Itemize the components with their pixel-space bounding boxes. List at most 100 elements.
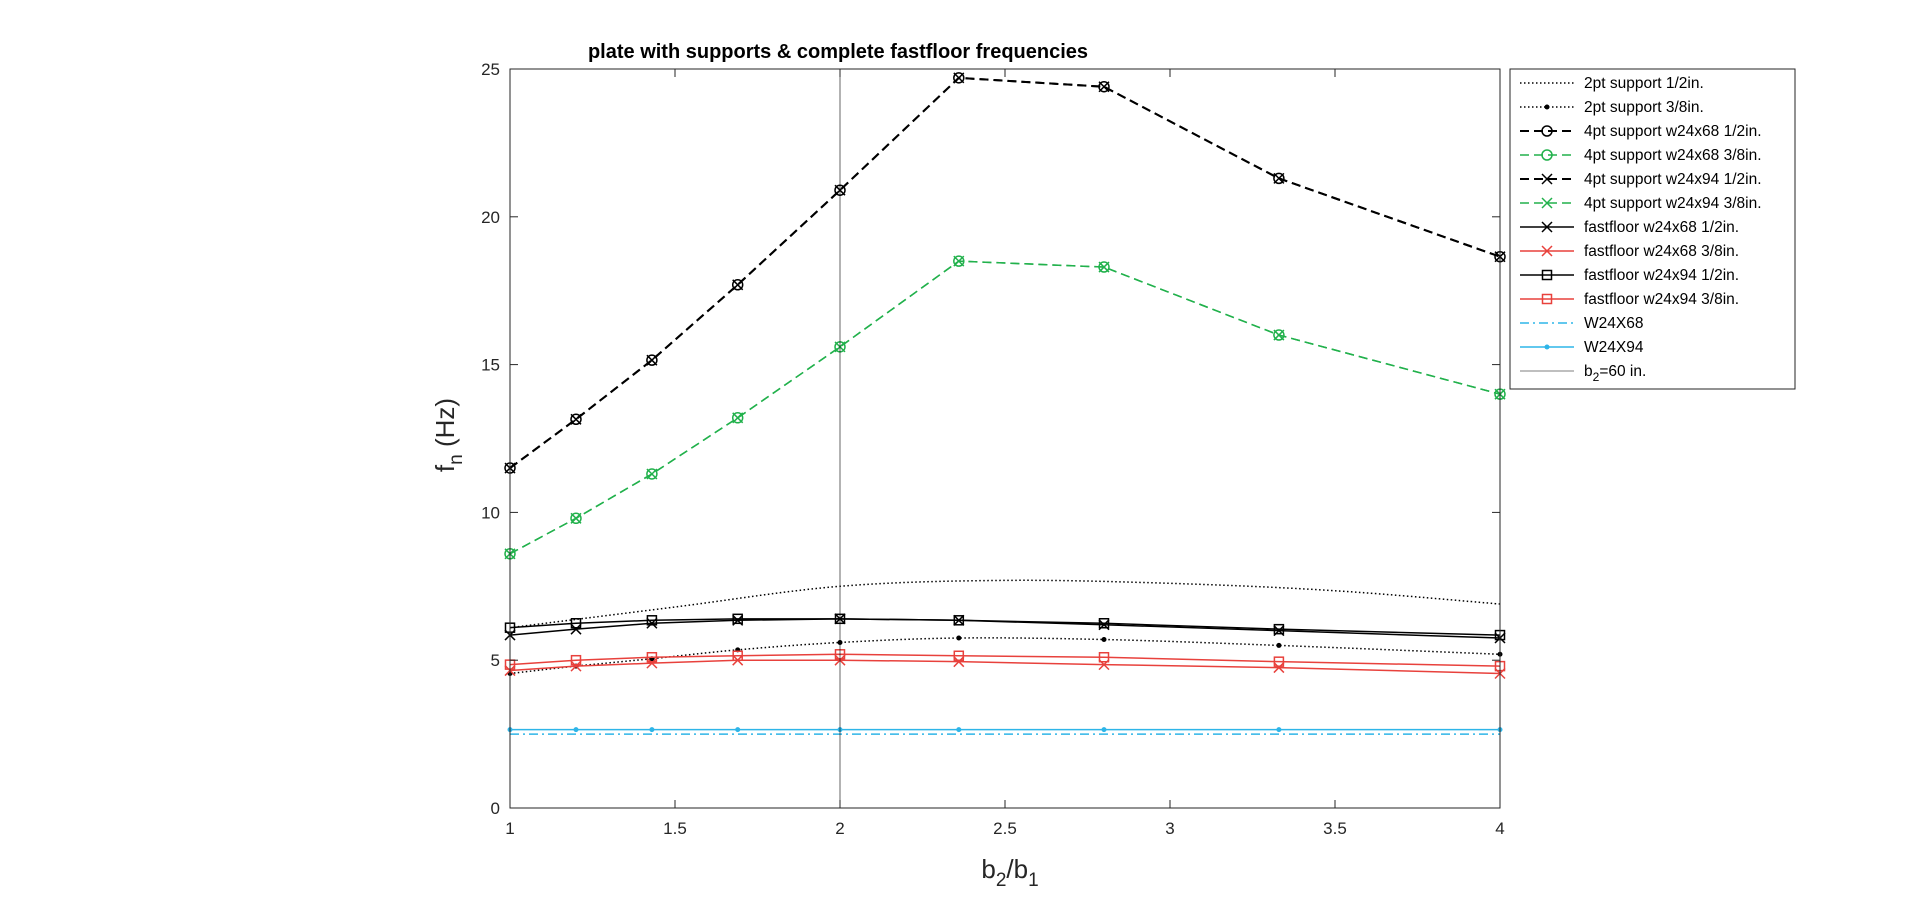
legend-item-fastfloor-w24x68-1-2in: fastfloor w24x68 1/2in. xyxy=(1520,219,1739,236)
data-point xyxy=(953,255,965,267)
legend-marker xyxy=(1541,245,1553,257)
x-tick-label: 1 xyxy=(505,819,514,838)
data-point xyxy=(1273,656,1285,667)
data-point xyxy=(731,279,744,291)
legend-label-name: 4pt support w24x94 3/8in. xyxy=(1584,195,1762,212)
y-tick-label: 10 xyxy=(481,503,500,522)
data-point xyxy=(956,727,962,733)
data-point xyxy=(1273,329,1285,341)
legend-item-4pt-support-w24x68-3-8in: 4pt support w24x68 3/8in. xyxy=(1520,147,1762,164)
data-point xyxy=(646,651,658,663)
legend-item-fastfloor-w24x94-3-8in: fastfloor w24x94 3/8in. xyxy=(1520,291,1739,308)
data-point xyxy=(646,468,658,480)
series-line xyxy=(509,637,1501,675)
data-point xyxy=(732,613,743,625)
data-point xyxy=(953,72,965,84)
data-point xyxy=(1098,81,1110,93)
data-point xyxy=(1273,329,1285,341)
legend-marker xyxy=(1541,293,1553,305)
y-tick-label: 0 xyxy=(491,799,500,818)
x-axis-label-base: b xyxy=(981,854,995,884)
legend-marker xyxy=(1541,221,1553,233)
chart-title: plate with supports & complete fastfloor… xyxy=(588,41,1088,63)
legend-marker xyxy=(1541,197,1553,209)
legend-label: 4pt support w24x94 3/8in. xyxy=(1584,195,1762,212)
data-point xyxy=(731,412,744,424)
legend-item-4pt-support-w24x94-3-8in: 4pt support w24x94 3/8in. xyxy=(1520,195,1762,212)
data-point xyxy=(646,468,658,480)
legend-label: fastfloor w24x94 3/8in. xyxy=(1584,291,1739,308)
legend-item-4pt-support-w24x68-1-2in: 4pt support w24x68 1/2in. xyxy=(1520,123,1762,140)
y-axis-label: fn (Hz) xyxy=(430,398,467,472)
data-point xyxy=(1273,623,1285,635)
x-tick-label: 3 xyxy=(1165,819,1174,838)
legend-label-name: fastfloor w24x94 3/8in. xyxy=(1584,291,1739,308)
data-point xyxy=(732,650,743,662)
series-line xyxy=(509,260,1501,555)
data-point xyxy=(1101,727,1107,733)
legend-label-name: W24X94 xyxy=(1584,339,1644,356)
x-tick-label: 2 xyxy=(835,819,844,838)
data-point xyxy=(1101,637,1107,643)
legend-label: W24X68 xyxy=(1584,315,1643,332)
legend-item-fastfloor-w24x68-3-8in: fastfloor w24x68 3/8in. xyxy=(1520,243,1739,260)
legend-marker xyxy=(1541,173,1553,185)
legend-label-name: 4pt support w24x68 1/2in. xyxy=(1584,123,1762,140)
legend-label-name: 2pt support 3/8in. xyxy=(1584,99,1704,116)
legend-label-name: 4pt support w24x94 1/2in. xyxy=(1584,171,1762,188)
data-point xyxy=(646,354,658,366)
x-tick-label: 4 xyxy=(1495,819,1504,838)
data-point xyxy=(570,413,582,426)
x-axis-label: b2/b1 xyxy=(981,854,1038,891)
data-point xyxy=(1273,662,1285,674)
y-axis-label-rest: (Hz) xyxy=(430,398,460,454)
legend-label: 2pt support 3/8in. xyxy=(1584,99,1704,116)
legend-label-name: 2pt support 1/2in. xyxy=(1584,75,1704,92)
y-tick-label: 15 xyxy=(481,356,500,375)
data-point xyxy=(732,279,744,291)
data-point xyxy=(570,623,582,635)
legend-item-fastfloor-w24x94-1-2in: fastfloor w24x94 1/2in. xyxy=(1520,267,1739,284)
data-point xyxy=(570,413,582,425)
legend-label: fastfloor w24x68 1/2in. xyxy=(1584,219,1739,236)
data-point xyxy=(1273,172,1285,184)
legend-label-sub: 2 xyxy=(1593,370,1600,384)
data-point xyxy=(573,727,579,733)
legend-item-w24x94: W24X94 xyxy=(1520,339,1644,356)
data-point xyxy=(1276,642,1282,648)
data-point xyxy=(570,512,582,524)
y-tick-label: 25 xyxy=(481,60,500,79)
legend-label: W24X94 xyxy=(1584,339,1644,356)
data-point xyxy=(646,657,658,669)
data-point xyxy=(1098,618,1110,629)
legend: 2pt support 1/2in. 2pt support 3/8in. 4pt … xyxy=(1509,68,1796,390)
y-axis-label-base: f xyxy=(430,464,460,472)
data-point xyxy=(646,354,658,366)
x-tick-label: 1.5 xyxy=(663,819,687,838)
legend-label-name: W24X68 xyxy=(1584,315,1643,332)
legend-box xyxy=(1509,68,1796,390)
legend-label-name: fastfloor w24x68 1/2in. xyxy=(1584,219,1739,236)
data-point xyxy=(735,727,741,733)
data-point xyxy=(953,656,965,668)
data-point xyxy=(953,650,965,662)
legend-label-name: b xyxy=(1584,363,1593,380)
data-point xyxy=(570,618,582,629)
x-axis-label-sub: 2 xyxy=(996,870,1007,891)
legend-label: b2=60 in. xyxy=(1584,363,1646,384)
data-point xyxy=(649,727,655,733)
legend-marker xyxy=(1541,125,1553,137)
legend-item-2pt-support-1-2in: 2pt support 1/2in. xyxy=(1520,75,1704,92)
y-axis-label-sub: n xyxy=(446,454,467,465)
data-point xyxy=(570,512,582,525)
legend-item-w24x68: W24X68 xyxy=(1520,315,1643,332)
data-point xyxy=(1098,651,1110,663)
data-point xyxy=(1098,261,1110,273)
legend-marker xyxy=(1541,269,1553,281)
legend-label: 4pt support w24x68 3/8in. xyxy=(1584,147,1762,164)
legend-label: 4pt support w24x68 1/2in. xyxy=(1584,123,1762,140)
y-tick-label: 5 xyxy=(491,651,500,670)
legend-marker xyxy=(1544,344,1550,350)
x-tick-label: 3.5 xyxy=(1323,819,1347,838)
